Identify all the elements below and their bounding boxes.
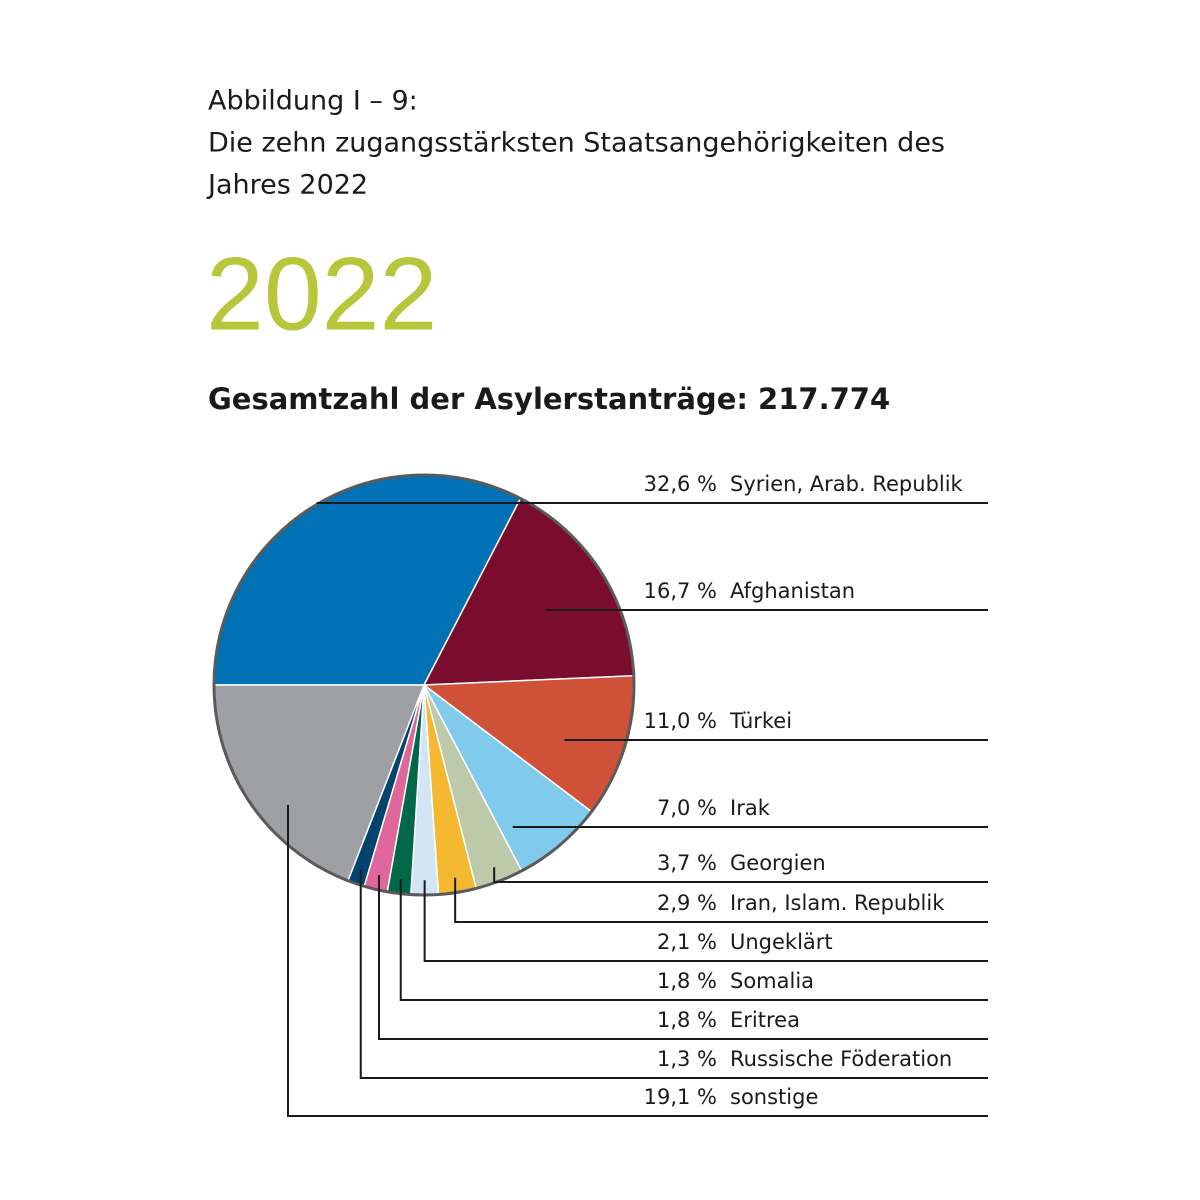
value-label: 2,1 % [657, 930, 717, 954]
chart-title: Jahres 2022 [206, 170, 368, 201]
subtitle: Gesamtzahl der Asylerstanträge: 217.774 [208, 382, 890, 416]
value-label: 1,8 % [657, 969, 717, 993]
year: 2022 [206, 236, 437, 352]
category-label: Somalia [730, 969, 814, 993]
category-label: Russische Föderation [730, 1047, 952, 1071]
value-label: 7,0 % [657, 796, 717, 820]
value-label: 2,9 % [657, 891, 717, 915]
category-label: Iran, Islam. Republik [730, 891, 945, 915]
leader-line [359, 869, 988, 1079]
category-label: sonstige [730, 1085, 818, 1109]
leader-line [399, 878, 988, 1001]
leader-line [287, 805, 988, 1117]
leader-line [378, 875, 988, 1040]
category-label: Georgien [730, 851, 826, 875]
category-label: Türkei [729, 709, 792, 733]
category-label: Irak [730, 796, 771, 820]
chart-title: Die zehn zugangsstärksten Staatsangehöri… [208, 128, 945, 159]
category-label: Ungeklärt [730, 930, 833, 954]
value-label: 3,7 % [657, 851, 717, 875]
value-label: 16,7 % [644, 579, 717, 603]
chart-title: Abbildung I – 9: [208, 86, 418, 117]
category-label: Eritrea [730, 1008, 800, 1032]
value-label: 32,6 % [644, 472, 717, 496]
leader-line [493, 867, 988, 883]
value-label: 19,1 % [644, 1085, 717, 1109]
value-label: 1,8 % [657, 1008, 717, 1032]
leader-line [423, 880, 988, 962]
category-label: Afghanistan [730, 579, 855, 603]
value-label: 1,3 % [657, 1047, 717, 1071]
leader-line [454, 877, 988, 923]
value-label: 11,0 % [644, 709, 717, 733]
category-label: Syrien, Arab. Republik [730, 472, 964, 496]
